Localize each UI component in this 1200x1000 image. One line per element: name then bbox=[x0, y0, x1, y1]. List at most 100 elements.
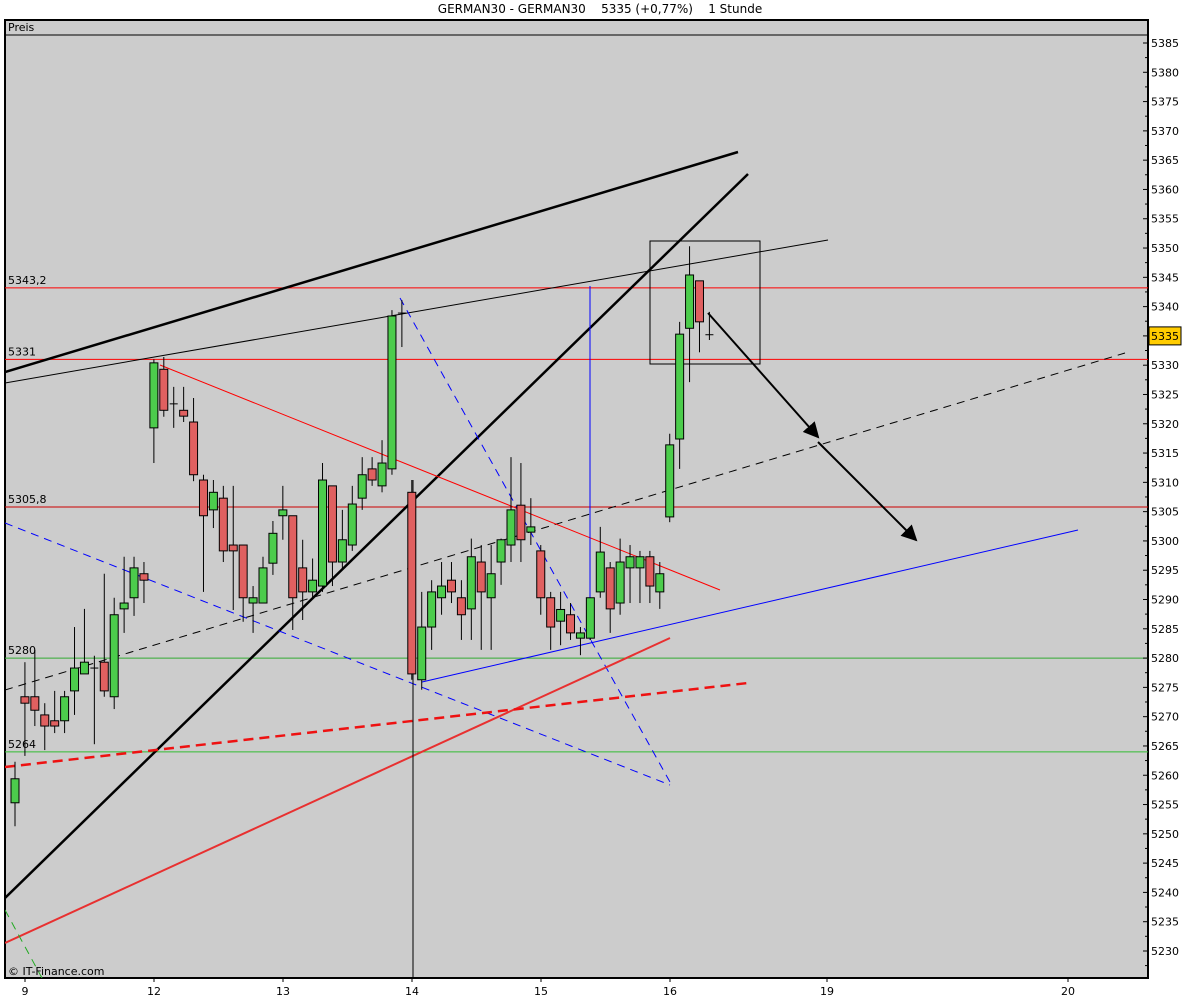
y-tick-label: 5265 bbox=[1151, 740, 1179, 753]
candle bbox=[605, 562, 615, 633]
candle-body bbox=[60, 696, 70, 722]
candle bbox=[437, 562, 447, 615]
candle-body bbox=[109, 614, 119, 698]
y-tick-label: 5230 bbox=[1151, 945, 1179, 958]
candle bbox=[129, 556, 139, 616]
candle bbox=[357, 457, 367, 510]
candle bbox=[248, 586, 258, 633]
candle-body bbox=[119, 602, 129, 610]
candle bbox=[30, 649, 40, 727]
candle-body bbox=[496, 539, 506, 563]
candle-body bbox=[546, 597, 556, 628]
candle bbox=[694, 280, 704, 353]
candle-body bbox=[337, 539, 347, 563]
y-tick-label: 5290 bbox=[1151, 594, 1179, 607]
candle-body bbox=[159, 368, 169, 411]
candle bbox=[635, 550, 645, 604]
candle-body bbox=[99, 661, 109, 692]
candle bbox=[159, 356, 169, 417]
candle bbox=[427, 580, 437, 650]
candle bbox=[645, 550, 655, 604]
candle bbox=[337, 509, 347, 570]
forecast-arrow-2 bbox=[817, 441, 918, 542]
candle bbox=[189, 397, 199, 482]
candle-body bbox=[526, 526, 536, 533]
candle bbox=[70, 627, 80, 715]
candle-body bbox=[288, 515, 298, 599]
candle-body bbox=[456, 597, 466, 616]
candle bbox=[318, 463, 328, 592]
candle bbox=[675, 321, 685, 469]
candle bbox=[625, 545, 635, 604]
highlight-box bbox=[649, 240, 761, 365]
candle bbox=[298, 539, 308, 621]
candle-body bbox=[387, 315, 397, 470]
candle-body bbox=[20, 696, 30, 704]
candle-body bbox=[645, 556, 655, 587]
candle-body bbox=[417, 626, 427, 681]
candle-body bbox=[615, 561, 625, 604]
candle-body bbox=[238, 544, 248, 599]
last-price-label: 5335 bbox=[1151, 330, 1179, 343]
candle-body bbox=[218, 497, 228, 552]
candle-body bbox=[278, 509, 288, 517]
y-tick-label: 5305 bbox=[1151, 506, 1179, 519]
trendline-black-thick-steep bbox=[5, 173, 749, 899]
candle bbox=[575, 627, 585, 656]
candle-body bbox=[367, 468, 377, 481]
candle-body bbox=[556, 608, 566, 622]
trendline-black-thick-upper bbox=[5, 150, 739, 374]
candle bbox=[476, 545, 486, 650]
y-tick-label: 5330 bbox=[1151, 359, 1179, 372]
candle bbox=[139, 562, 149, 604]
level-label: 5305,8 bbox=[8, 493, 47, 506]
y-tick-label: 5250 bbox=[1151, 828, 1179, 841]
candle-body bbox=[208, 491, 218, 511]
candle-body bbox=[198, 479, 208, 517]
y-tick-label: 5315 bbox=[1151, 447, 1179, 460]
y-tick-label: 5385 bbox=[1151, 37, 1179, 50]
candle-body bbox=[407, 491, 417, 675]
candle bbox=[238, 544, 248, 622]
candle-body bbox=[536, 550, 546, 599]
y-tick-label: 5235 bbox=[1151, 916, 1179, 929]
y-tick-label: 5340 bbox=[1151, 301, 1179, 314]
candle-body bbox=[585, 597, 595, 639]
candle bbox=[496, 538, 506, 585]
level-label: 5331 bbox=[8, 345, 36, 358]
trendline-black-thin bbox=[5, 239, 829, 384]
chart-title: GERMAN30 - GERMAN30 5335 (+0,77%) 1 Stun… bbox=[437, 2, 763, 16]
candle-body bbox=[476, 561, 486, 593]
candle bbox=[566, 603, 576, 640]
y-tick-label: 5360 bbox=[1151, 183, 1179, 196]
candle bbox=[685, 246, 695, 383]
level-label: 5264 bbox=[8, 738, 36, 751]
plot-layer bbox=[5, 150, 1148, 978]
candle-body bbox=[486, 573, 496, 599]
candle bbox=[218, 485, 228, 563]
y-tick-label: 5320 bbox=[1151, 418, 1179, 431]
candle-body bbox=[318, 479, 328, 587]
candle bbox=[377, 440, 387, 493]
y-tick-label: 5370 bbox=[1151, 125, 1179, 138]
candle bbox=[288, 515, 298, 630]
trendline-red-thin bbox=[159, 364, 721, 591]
candle bbox=[119, 556, 129, 633]
candle bbox=[347, 485, 357, 551]
candle-body bbox=[635, 556, 645, 569]
y-tick-label: 5375 bbox=[1151, 96, 1179, 109]
candle-body bbox=[605, 567, 615, 610]
candle bbox=[417, 591, 427, 690]
y-tick-label: 5325 bbox=[1151, 388, 1179, 401]
candle-body bbox=[298, 567, 308, 593]
candle-body bbox=[268, 532, 278, 564]
candle bbox=[387, 310, 397, 475]
candle-body bbox=[466, 556, 476, 610]
candle-body bbox=[595, 551, 605, 593]
x-tick-label: 14 bbox=[405, 985, 419, 998]
last-price-badge bbox=[1148, 326, 1182, 346]
candle bbox=[526, 498, 536, 546]
candle bbox=[90, 655, 99, 745]
y-tick-label: 5280 bbox=[1151, 652, 1179, 665]
